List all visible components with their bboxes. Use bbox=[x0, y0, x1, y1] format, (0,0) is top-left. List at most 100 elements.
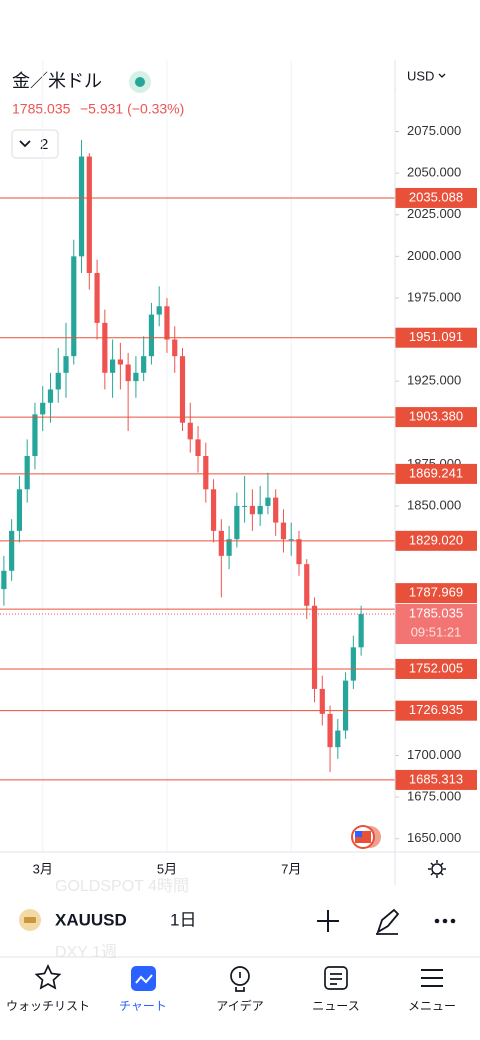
chart-icon-line bbox=[135, 974, 153, 984]
dot bbox=[442, 918, 448, 924]
chevron bbox=[19, 140, 31, 148]
candle-body bbox=[24, 456, 30, 490]
candle-body bbox=[1, 570, 7, 590]
price-label-bg bbox=[395, 187, 477, 208]
price-label-bg bbox=[395, 407, 477, 428]
ideas-icon-base bbox=[235, 972, 245, 992]
menu-icon[interactable] bbox=[421, 969, 443, 987]
price-label-bg bbox=[395, 327, 477, 348]
last-price: 1785.035 bbox=[12, 101, 71, 117]
indicator-count: 2 bbox=[40, 136, 48, 153]
candle-body bbox=[358, 614, 364, 648]
candle-body bbox=[265, 497, 271, 506]
candle-body bbox=[257, 505, 263, 515]
ideas-icon[interactable] bbox=[230, 966, 250, 986]
level-label: 1726.935 bbox=[409, 702, 463, 717]
candle-body bbox=[141, 356, 147, 373]
candle-body bbox=[94, 272, 100, 323]
settings-rays bbox=[428, 860, 446, 878]
interval[interactable]: 1日 bbox=[170, 910, 196, 929]
candle-body bbox=[86, 156, 92, 273]
candle-body bbox=[311, 605, 318, 689]
nav-label[interactable]: アイデア bbox=[216, 998, 263, 1013]
y-tick-label: 1925.000 bbox=[407, 373, 461, 388]
settings-icon[interactable] bbox=[431, 863, 443, 875]
price-label-bg bbox=[395, 700, 477, 721]
nav-label[interactable]: チャート bbox=[119, 999, 167, 1013]
level-label: 1685.313 bbox=[409, 771, 463, 786]
y-tick-label: 1675.000 bbox=[407, 789, 461, 804]
nav-label[interactable]: メニュー bbox=[408, 999, 456, 1013]
y-tick-label: 2025.000 bbox=[407, 206, 461, 221]
chart: 3月5月7月2100.0002075.0002050.0002025.00020… bbox=[0, 60, 477, 876]
candle-body bbox=[226, 539, 232, 556]
status-dot bbox=[135, 77, 145, 87]
countdown: 09:51:21 bbox=[411, 624, 462, 639]
candle-body bbox=[249, 505, 255, 515]
price-label-bg bbox=[395, 530, 477, 551]
x-tick-label: 7月 bbox=[281, 861, 301, 876]
candle-body bbox=[9, 530, 15, 571]
candle-body bbox=[148, 314, 155, 357]
indicator-button[interactable] bbox=[11, 129, 59, 159]
add-button[interactable] bbox=[317, 910, 339, 932]
news-icon-lines bbox=[330, 973, 342, 985]
nav-label[interactable]: ニュース bbox=[312, 999, 359, 1013]
price-label-bg bbox=[395, 583, 477, 604]
level-label: 1903.380 bbox=[409, 409, 463, 424]
candle-body bbox=[273, 497, 279, 523]
news-icon[interactable] bbox=[324, 966, 348, 990]
currency[interactable]: USD bbox=[407, 68, 434, 83]
dot bbox=[434, 918, 440, 924]
symbol-title[interactable]: 金／米ドル bbox=[12, 71, 102, 91]
candle-body bbox=[319, 688, 325, 714]
more-button[interactable] bbox=[434, 918, 456, 924]
candle-body bbox=[125, 364, 131, 382]
draw-button[interactable] bbox=[376, 908, 400, 935]
last-price-label: 1785.035 bbox=[409, 605, 463, 620]
gold-bar bbox=[24, 917, 36, 923]
candle-body bbox=[179, 356, 186, 423]
candle-body bbox=[203, 456, 209, 490]
level-label: 1869.241 bbox=[409, 465, 463, 480]
candle-body bbox=[296, 539, 302, 565]
level-label: 1951.091 bbox=[409, 329, 463, 344]
price-label-bg bbox=[395, 658, 477, 679]
candle-body bbox=[156, 306, 162, 315]
candle-body bbox=[288, 539, 294, 541]
currency-bg bbox=[396, 60, 480, 94]
level-label: 1752.005 bbox=[409, 660, 463, 675]
ghost-symbol: GOLDSPOT 4時間 bbox=[55, 877, 189, 895]
watchlist-icon[interactable] bbox=[34, 963, 62, 990]
x-tick-label: 3月 bbox=[33, 861, 53, 876]
candle-body bbox=[63, 356, 69, 373]
y-tick-label: 2075.000 bbox=[407, 123, 461, 138]
candle-body bbox=[133, 372, 139, 382]
y-tick-label: 1975.000 bbox=[407, 289, 461, 304]
candle-body bbox=[102, 322, 108, 373]
candle-body bbox=[164, 306, 170, 340]
candle-body bbox=[172, 339, 178, 357]
candle-body bbox=[210, 489, 217, 531]
level-label: 2035.088 bbox=[409, 189, 463, 204]
y-tick-label: 2000.000 bbox=[407, 248, 461, 263]
candle-body bbox=[40, 402, 46, 415]
candle-body bbox=[218, 530, 224, 556]
nav-label[interactable]: ウォッチリスト bbox=[6, 999, 90, 1013]
candle-body bbox=[242, 505, 248, 507]
y-tick-label: 1700.000 bbox=[407, 747, 461, 762]
symbol[interactable]: XAUUSD bbox=[55, 910, 127, 929]
candle-body bbox=[187, 422, 193, 440]
candle-body bbox=[304, 564, 310, 606]
flag-canton bbox=[355, 831, 362, 837]
candle-body bbox=[335, 730, 341, 748]
price-label-bg bbox=[395, 769, 477, 790]
candle-body bbox=[78, 156, 85, 257]
candle-body bbox=[117, 359, 123, 365]
candle-body bbox=[350, 647, 356, 681]
candle-body bbox=[195, 439, 201, 456]
price-label-bg bbox=[395, 463, 477, 484]
candle-body bbox=[32, 414, 38, 456]
